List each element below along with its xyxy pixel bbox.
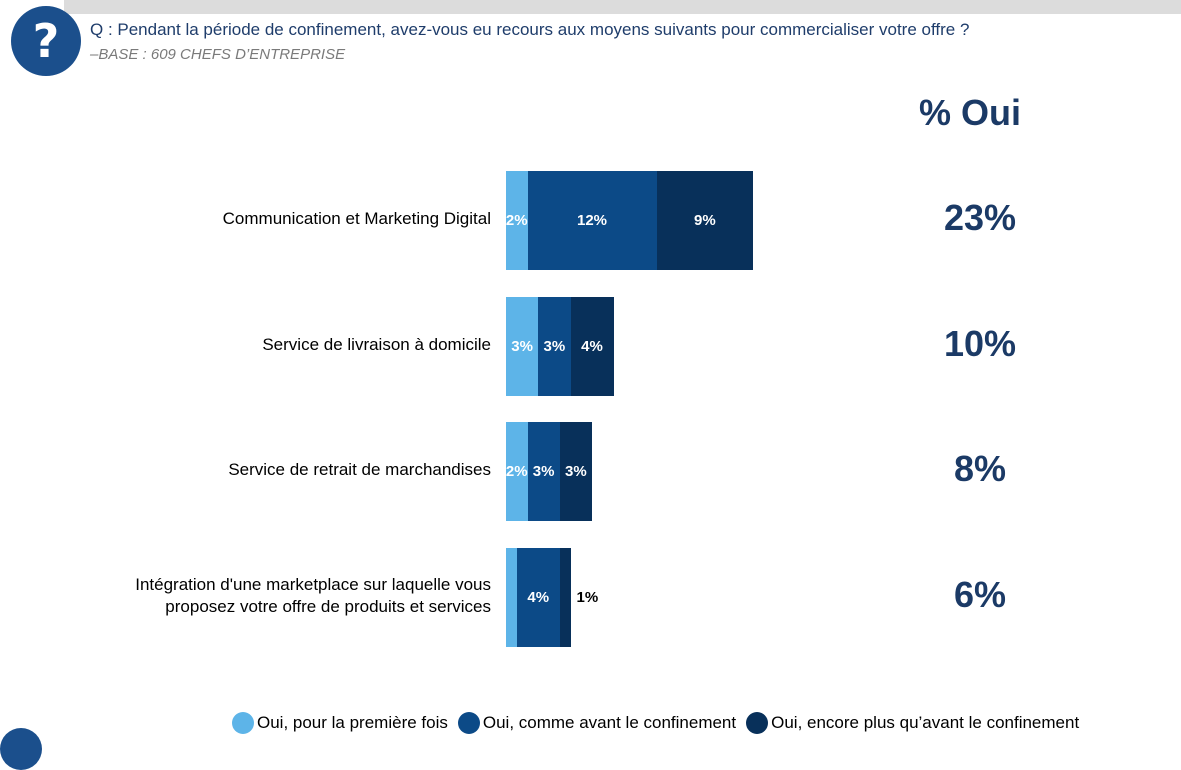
bar-segment: 4% xyxy=(516,548,560,647)
data-label: 12% xyxy=(576,212,608,229)
question-text: Q : Pendant la période de confinement, a… xyxy=(90,20,970,39)
legend-label: Oui, encore plus qu’avant le confinement xyxy=(771,713,1080,732)
bar-segment: 12% xyxy=(527,171,657,270)
base-note: –BASE : 609 CHEFS D’ENTREPRISE xyxy=(90,46,346,63)
data-label: 1% xyxy=(576,589,599,606)
bar-segment: 2% xyxy=(506,422,528,521)
data-label: 3% xyxy=(511,338,533,355)
data-label: 2% xyxy=(505,463,528,480)
legend-swatch-icon xyxy=(457,712,480,734)
total-percentage: 23% xyxy=(943,196,1017,238)
question-mark: ? xyxy=(32,14,60,68)
bar-segment: 4% xyxy=(570,297,614,396)
data-label: 9% xyxy=(694,212,716,229)
data-label: 3% xyxy=(532,463,555,480)
bar-segment: 3% xyxy=(506,297,539,396)
question-badge-icon: ? xyxy=(11,6,81,76)
bar-segment: 3% xyxy=(559,422,592,521)
data-label: 2% xyxy=(505,212,528,229)
legend-item: Oui, pour la première fois xyxy=(232,712,448,734)
top-bar xyxy=(64,0,1181,14)
category-label: Communication et Marketing Digital xyxy=(222,208,491,228)
bar-segment: 3% xyxy=(527,422,560,521)
total-percentage: 10% xyxy=(943,322,1017,364)
legend-swatch-icon xyxy=(232,712,254,734)
legend-item: Oui, comme avant le confinement xyxy=(457,712,737,734)
total-percentage: 8% xyxy=(953,447,1007,489)
data-label: 3% xyxy=(565,463,587,480)
data-label: 3% xyxy=(543,338,566,355)
stacked-bar-chart: Communication et Marketing Digital 2% 12% 9… xyxy=(135,171,1017,647)
corner-badge xyxy=(0,728,42,770)
data-label: 4% xyxy=(527,589,550,606)
legend-label: Oui, comme avant le confinement xyxy=(482,713,737,732)
legend-swatch-icon xyxy=(746,712,769,734)
total-percentage: 6% xyxy=(953,573,1007,615)
bar-segment: 2% xyxy=(506,171,528,270)
legend-item: Oui, encore plus qu’avant le confinement xyxy=(746,712,1079,734)
category-label: Intégration d'une marketplace sur laquel… xyxy=(135,574,491,616)
legend-label: Oui, pour la première fois xyxy=(257,713,448,732)
column-header: % Oui xyxy=(918,92,1021,133)
bar-segment: 1% xyxy=(506,548,544,647)
category-label: Service de livraison à domicile xyxy=(262,334,491,354)
data-label: 4% xyxy=(581,338,603,355)
bar-segment: 1% xyxy=(559,548,598,647)
bar-segment: 3% xyxy=(538,297,571,396)
bar-segment: 9% xyxy=(656,171,754,270)
category-label: Service de retrait de marchandises xyxy=(228,459,491,479)
chart-legend: Oui, pour la première fois Oui, comme ava… xyxy=(232,710,1177,736)
